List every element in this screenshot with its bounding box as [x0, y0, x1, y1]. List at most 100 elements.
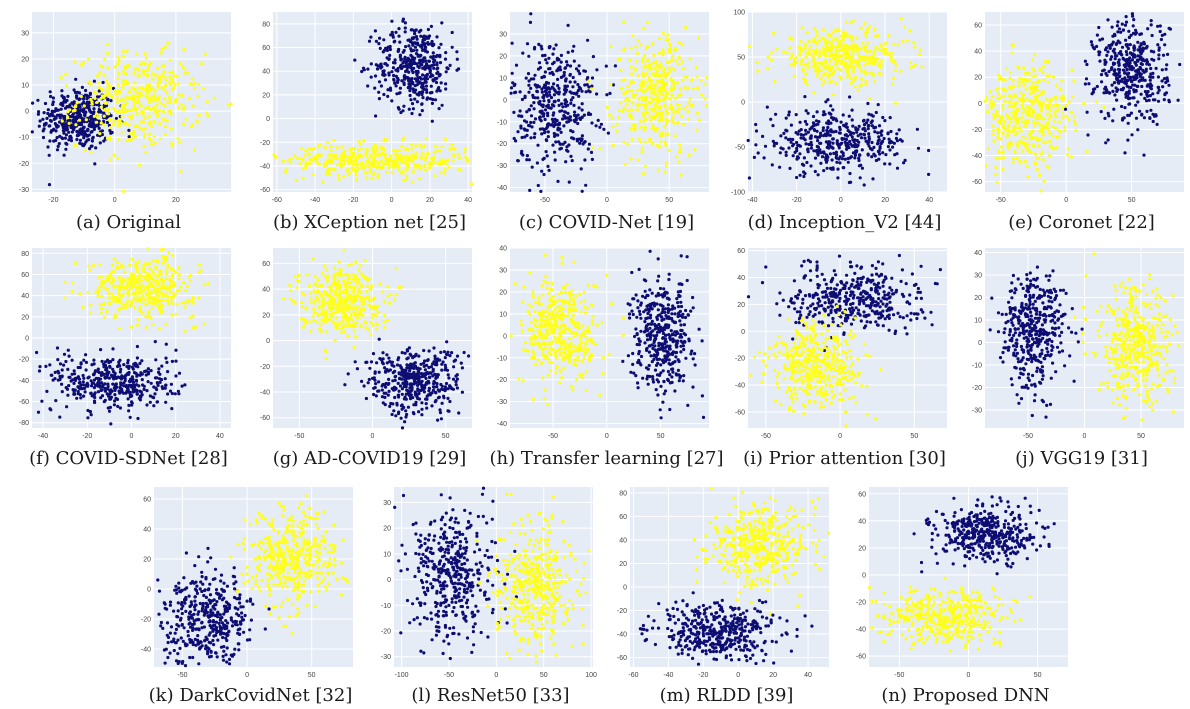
scatter-point	[81, 143, 85, 148]
scatter-point	[855, 44, 859, 49]
scatter-point	[105, 287, 110, 291]
scatter-point	[1141, 57, 1145, 61]
scatter-point	[1046, 60, 1050, 64]
scatter-point	[435, 71, 439, 75]
scatter-point	[1011, 44, 1015, 48]
scatter-point	[894, 101, 898, 105]
scatter-point	[127, 123, 131, 127]
scatter-point	[532, 77, 536, 81]
scatter-point	[1033, 123, 1037, 128]
scatter-point	[638, 82, 642, 86]
scatter-point	[113, 65, 117, 69]
scatter-point	[830, 66, 834, 70]
scatter-point	[561, 117, 565, 121]
scatter-point	[795, 146, 799, 150]
scatter-point	[446, 67, 450, 71]
scatter-point	[409, 28, 413, 32]
scatter-point	[133, 87, 137, 91]
scatter-point	[564, 90, 568, 94]
scatter-point	[140, 61, 144, 65]
scatter-point	[160, 385, 164, 389]
scatter-point	[186, 298, 190, 302]
scatter-point	[847, 114, 851, 118]
scatter-point	[173, 284, 177, 288]
scatter-point	[584, 183, 588, 187]
x-tick-label: 40	[216, 433, 224, 440]
scatter-point	[1151, 119, 1155, 124]
scatter-point	[88, 410, 92, 414]
scatter-point	[440, 145, 444, 149]
scatter-point	[643, 164, 647, 168]
scatter-point	[526, 72, 531, 76]
scatter-point	[127, 135, 131, 139]
scatter-point	[771, 124, 775, 128]
scatter-point	[51, 114, 55, 118]
scatter-point	[182, 47, 186, 52]
scatter-point	[409, 65, 413, 69]
scatter-point	[621, 109, 625, 113]
scatter-point	[880, 59, 884, 63]
scatter-point	[557, 86, 561, 90]
scatter-point	[544, 58, 548, 62]
scatter-point	[637, 97, 641, 101]
scatter-point	[1022, 66, 1026, 70]
scatter-point	[116, 83, 120, 87]
scatter-point	[129, 303, 133, 307]
scatter-point	[135, 269, 140, 273]
scatter-point	[849, 142, 853, 146]
scatter-point	[82, 136, 86, 140]
scatter-point	[119, 263, 124, 268]
scatter-point	[828, 152, 832, 156]
scatter-point	[1069, 110, 1074, 114]
scatter-point	[183, 300, 187, 305]
scatter-point	[640, 80, 644, 84]
scatter-point	[655, 63, 659, 67]
scatter-point	[1024, 124, 1028, 128]
scatter-point	[92, 125, 97, 129]
y-tick-label: -40	[260, 163, 270, 170]
scatter-point	[664, 122, 668, 126]
scatter-point	[538, 66, 542, 70]
scatter-point	[196, 94, 200, 98]
scatter-point	[286, 158, 290, 162]
scatter-point	[659, 140, 663, 144]
scatter-point	[145, 90, 149, 94]
scatter-point	[1164, 67, 1168, 71]
scatter-point	[610, 116, 614, 120]
scatter-point	[872, 52, 876, 56]
scatter-point	[157, 307, 161, 311]
scatter-point	[920, 65, 924, 69]
scatter-point	[146, 367, 150, 371]
scatter-point	[142, 274, 146, 278]
scatter-point	[803, 119, 807, 124]
scatter-point	[915, 127, 919, 131]
scatter-point	[1071, 95, 1075, 99]
scatter-point	[143, 132, 147, 136]
scatter-point	[630, 89, 634, 93]
scatter-point	[402, 59, 406, 63]
scatter-point	[453, 147, 457, 151]
scatter-point	[98, 132, 102, 136]
scatter-point	[820, 155, 825, 159]
scatter-point	[850, 38, 854, 42]
scatter-point	[568, 90, 572, 94]
scatter-point	[822, 65, 826, 69]
scatter-point	[375, 148, 379, 152]
scatter-point	[114, 116, 118, 121]
scatter-point	[131, 108, 135, 112]
scatter-point	[822, 37, 826, 41]
scatter-point	[142, 387, 146, 391]
scatter-point	[41, 117, 45, 121]
scatter-point	[141, 311, 145, 315]
scatter-point	[281, 159, 285, 163]
scatter-point	[866, 152, 870, 156]
scatter-point	[567, 180, 571, 184]
scatter-point	[75, 115, 79, 119]
scatter-point	[405, 177, 409, 181]
scatter-point	[369, 62, 373, 66]
scatter-point	[130, 86, 134, 90]
scatter-point	[200, 62, 204, 66]
scatter-point	[77, 377, 82, 381]
scatter-point	[78, 141, 82, 145]
